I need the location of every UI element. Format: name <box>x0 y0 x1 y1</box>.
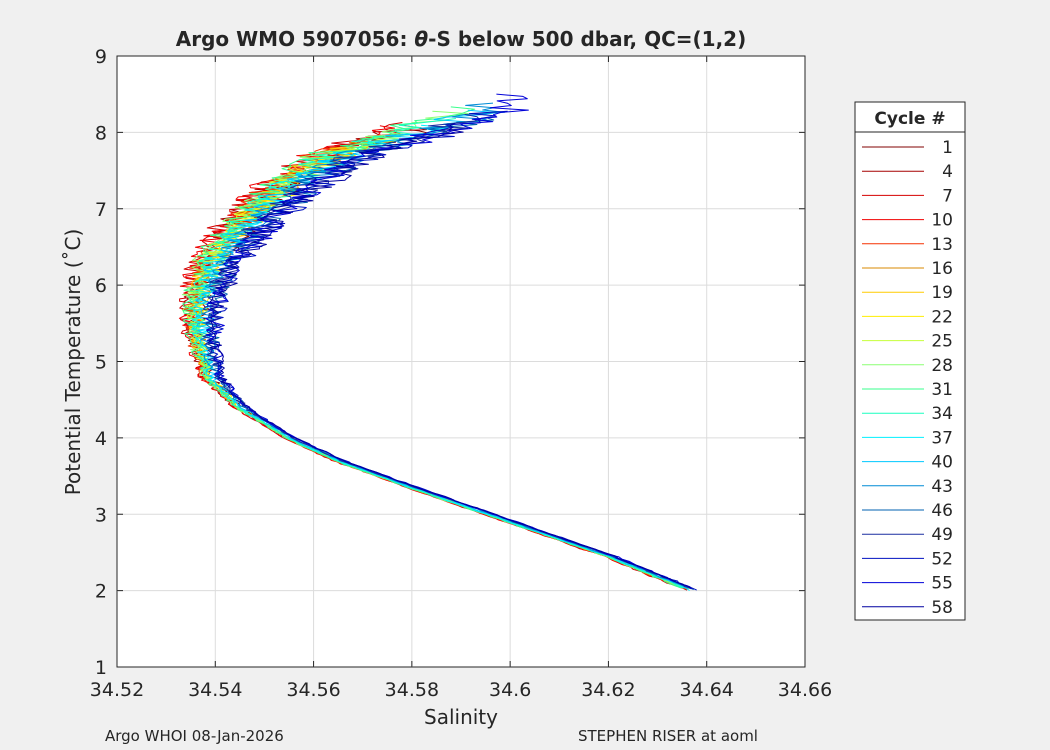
series-line-cycle-37 <box>191 124 690 591</box>
chart-title: Argo WMO 5907056: θ-S below 500 dbar, QC… <box>176 27 746 51</box>
legend-label: 1 <box>942 138 953 158</box>
y-tick-label: 8 <box>95 122 107 144</box>
legend: Cycle # 1 4 7 10 13 16 19 22 25 28 31 34 37 40 43 46 49 5… <box>854 101 966 621</box>
x-tick-label: 34.62 <box>581 679 635 701</box>
series-group <box>178 93 697 591</box>
x-tick-label: 34.56 <box>286 679 340 701</box>
legend-label: 4 <box>942 162 953 182</box>
y-tick-label: 4 <box>95 428 107 450</box>
y-tick-label: 7 <box>95 199 107 221</box>
title-suffix: -S below 500 dbar, QC=(1,2) <box>428 27 746 51</box>
legend-label: 52 <box>931 549 953 569</box>
y-tick-label: 9 <box>95 46 107 68</box>
legend-title: Cycle # <box>874 109 945 129</box>
legend-label: 31 <box>931 380 953 400</box>
legend-label: 25 <box>931 332 953 352</box>
x-tick-label: 34.6 <box>489 679 531 701</box>
x-tick-label: 34.58 <box>385 679 439 701</box>
y-tick-label: 6 <box>95 275 107 297</box>
legend-label: 13 <box>931 235 953 255</box>
legend-label: 55 <box>931 574 953 594</box>
title-theta: θ <box>414 27 428 51</box>
legend-label: 43 <box>931 477 953 497</box>
y-tick-label: 5 <box>95 352 107 374</box>
series-line-cycle-58 <box>207 122 691 589</box>
x-tick-label: 34.64 <box>680 679 734 701</box>
y-tick-label: 3 <box>95 504 107 526</box>
x-axis-label: Salinity <box>424 705 498 729</box>
legend-label: 22 <box>931 307 953 327</box>
series-line-cycle-31 <box>182 106 682 589</box>
legend-label: 58 <box>931 598 953 618</box>
legend-box <box>854 101 966 621</box>
legend-label: 7 <box>942 186 953 206</box>
x-tick-label: 34.66 <box>778 679 832 701</box>
y-tick-label: 1 <box>95 657 107 679</box>
legend-label: 19 <box>931 283 953 303</box>
x-tick-label: 34.54 <box>188 679 242 701</box>
legend-label: 34 <box>931 404 953 424</box>
legend-label: 49 <box>931 525 953 545</box>
y-tick-label: 2 <box>95 581 107 603</box>
axes: 34.52 34.54 34.56 34.58 34.6 34.62 34.64 34.66 1… <box>90 46 832 701</box>
title-prefix: Argo WMO 5907056: <box>176 27 415 51</box>
y-axis-label: Potential Temperature (˚C) <box>61 229 85 496</box>
x-tick-label: 34.52 <box>90 679 144 701</box>
legend-label: 10 <box>931 211 953 231</box>
footer-left: Argo WHOI 08-Jan-2026 <box>105 727 284 745</box>
legend-label: 40 <box>931 453 953 473</box>
legend-label: 16 <box>931 259 953 279</box>
legend-label: 37 <box>931 428 953 448</box>
footer-right: STEPHEN RISER at aoml <box>578 727 758 745</box>
legend-label: 28 <box>931 356 953 376</box>
legend-entries: 1 4 7 10 13 16 19 22 25 28 31 34 37 40 43 46 49 52 55 58 <box>862 138 953 618</box>
legend-label: 46 <box>931 501 953 521</box>
